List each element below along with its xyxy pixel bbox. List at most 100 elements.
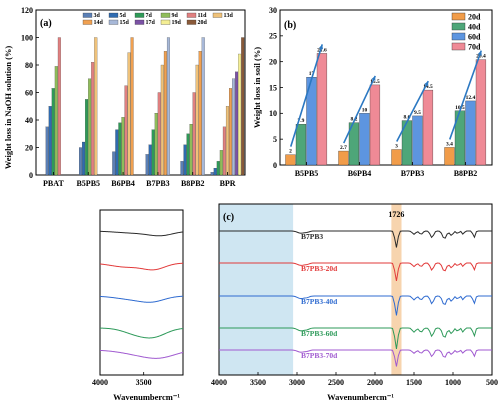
bar (51, 88, 55, 176)
data-label: 10.5 (455, 105, 465, 111)
legend-label: 3d (94, 13, 101, 19)
legend-label: 13d (224, 13, 234, 19)
x-tick-label: 4000 (211, 378, 227, 387)
y-tick-label: 25 (269, 32, 277, 41)
bar (338, 150, 349, 166)
bar (48, 106, 52, 176)
y-axis-label: Weight loss in soil (%) (252, 47, 262, 128)
legend-swatch (451, 22, 466, 31)
legend-label: 7d (146, 13, 153, 19)
spectrum-line (219, 327, 492, 350)
x-tick-label: 500 (486, 378, 498, 387)
bar (316, 53, 328, 166)
legend-label: 20d (198, 20, 208, 26)
data-label: 12.4 (466, 95, 476, 101)
bar (369, 84, 381, 166)
bar (232, 78, 236, 176)
trend-arrowhead (424, 81, 429, 87)
x-tick-label: 3500 (250, 378, 266, 387)
legend-swatch (160, 12, 171, 18)
bar (160, 64, 164, 176)
y-tick-label: 15 (269, 83, 277, 92)
shaded-region-carbonyl (391, 204, 402, 375)
x-tick-label: 1500 (406, 378, 422, 387)
trend-arrowhead (371, 75, 376, 81)
bar (78, 147, 82, 176)
bar (359, 113, 370, 166)
y-tick-label: 5 (273, 135, 277, 144)
spectrum-line (219, 349, 492, 367)
bar (186, 133, 190, 176)
bar (213, 168, 217, 176)
chart-panel-c: 1726 (c) B7PB3 B7PB3-20d B7PB3-40d B7PB3-60d B… (211, 203, 498, 402)
x-tick-label: B7PB3 (146, 179, 170, 188)
spectrum-line (99, 349, 184, 359)
panel-label-a: (a) (40, 18, 52, 29)
series-label: B7PB3-40d (301, 297, 338, 306)
y-tick-label: 100 (21, 33, 33, 42)
chart-panel-b: 0 5 10 15 20 25 30 Weight loss in soil (%) (b) 20… (252, 6, 493, 178)
bar (91, 62, 95, 176)
spectrum-line (99, 327, 184, 339)
legend-label: 19d (172, 20, 182, 26)
plot-frame (99, 209, 184, 376)
data-label: 15.5 (370, 79, 380, 85)
x-tick-label: 1000 (445, 378, 461, 387)
trend-arrow (396, 80, 429, 142)
y-tick-label: 60 (25, 88, 33, 97)
bar (444, 147, 455, 166)
legend-swatch (212, 12, 223, 18)
bar (229, 88, 232, 176)
shaded-region-oh (219, 204, 294, 375)
legend-swatch (82, 19, 93, 25)
x-tick-label: 4000 (92, 378, 108, 387)
x-axis-label: Wavenumbercm⁻¹ (113, 392, 180, 402)
legend-label: 9d (172, 13, 179, 19)
x-tick-label: B6PB4 (111, 179, 135, 188)
bar (115, 129, 119, 176)
spectrum-line (219, 262, 492, 282)
bar (145, 154, 149, 176)
legend-swatch (451, 32, 466, 41)
data-label: 10 (362, 107, 368, 113)
trend-arrow (448, 50, 483, 140)
x-axis-label: Wavenumbercm⁻¹ (327, 392, 394, 402)
legend-swatch (134, 12, 145, 18)
bar (198, 51, 202, 176)
legend-swatch (160, 19, 171, 25)
y-tick-label: 30 (269, 6, 277, 15)
y-tick-label: 0 (273, 161, 277, 170)
bar (225, 106, 229, 176)
trend-arrowhead (477, 50, 482, 56)
spectrum-line (99, 262, 184, 271)
y-tick-label: 0 (29, 171, 33, 180)
legend-swatch (108, 19, 119, 25)
x-tick-label: 2500 (328, 378, 344, 387)
data-label: 17 (309, 71, 315, 77)
trend-arrowhead (318, 44, 324, 50)
x-tick-label: B5PB5 (76, 179, 100, 188)
data-label: 14.5 (423, 84, 433, 90)
trend-arrow (343, 75, 376, 144)
x-tick-label: B7PB3 (401, 169, 425, 178)
legend-swatch (186, 19, 197, 25)
bar (130, 37, 134, 176)
panel-label-c: (c) (223, 212, 234, 223)
chart-panel-c-left: 4000 3500 Wavenumbercm⁻¹ (92, 209, 184, 402)
x-tick-label: B8PB2 (454, 169, 478, 178)
plot-frame (218, 203, 493, 376)
legend-label: 40d (468, 23, 481, 32)
series-label: B7PB3 (301, 232, 323, 241)
x-tick-label: 3000 (289, 378, 305, 387)
series-label: B7PB3-60d (301, 329, 338, 338)
spectrum-line (99, 230, 184, 237)
bar (412, 115, 423, 166)
x-tick-label: B5PB5 (295, 169, 319, 178)
x-tick-label: 3500 (136, 378, 152, 387)
plot-frame (35, 9, 246, 176)
bar (180, 161, 184, 176)
chart-panel-a: 0 20 40 60 80 100 120 Weight loss in NaOH solut… (3, 6, 246, 188)
bar (127, 52, 131, 176)
legend-label: 20d (468, 13, 481, 22)
series-label: B7PB3-70d (301, 351, 338, 360)
